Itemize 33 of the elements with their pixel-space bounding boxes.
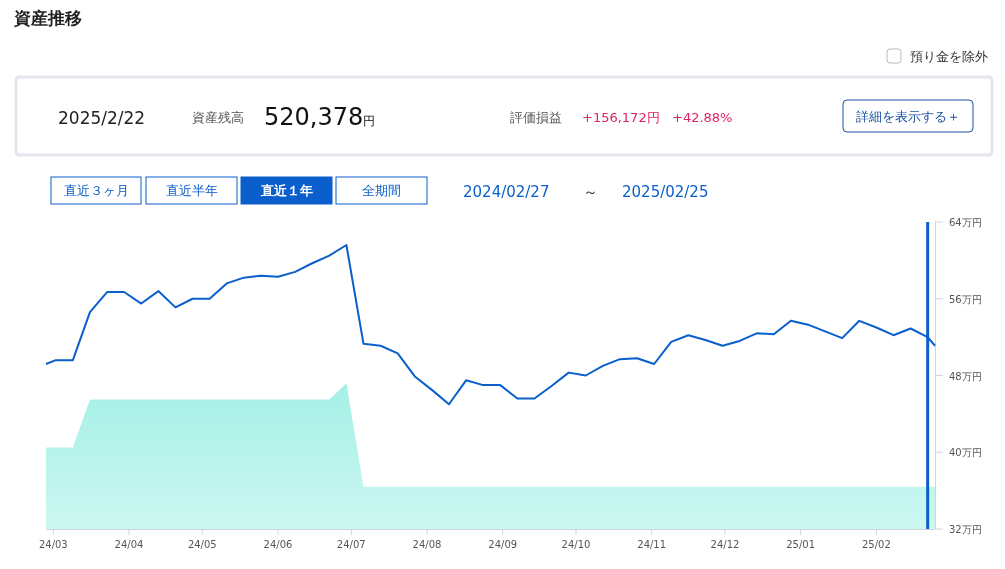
y-tick-label: 32万円 — [949, 524, 982, 535]
text: 2025/02/25 — [622, 183, 709, 201]
text: 直近１年 — [259, 183, 313, 198]
x-tick-label: 24/12 — [710, 539, 740, 550]
x-tick-label: 24/09 — [488, 539, 518, 550]
x-tick-label: 24/07 — [336, 539, 366, 550]
chart-title: 資産推移 — [13, 8, 82, 28]
text: +156,172円 — [582, 110, 660, 125]
x-tick-label: 24/08 — [412, 539, 442, 550]
x-tick-label: 25/01 — [786, 539, 816, 550]
text: 評価損益 — [510, 110, 562, 125]
x-tick-label: 24/11 — [637, 539, 667, 550]
text: 全期間 — [362, 183, 401, 198]
text: 520,378円 — [264, 103, 376, 131]
y-tick-label: 48万円 — [949, 370, 982, 382]
x-tick-label: 24/04 — [114, 539, 144, 550]
text: 資産残高 — [192, 110, 244, 125]
text: 直近半年 — [165, 183, 218, 198]
x-tick-label: 24/10 — [561, 539, 591, 550]
x-tick-label: 24/05 — [187, 539, 217, 550]
text: 直近３ヶ月 — [63, 183, 129, 198]
text: +42.88% — [672, 110, 733, 125]
text: 詳細を表示する＋ — [856, 109, 960, 124]
x-tick-label: 25/02 — [861, 539, 891, 550]
x-tick-label: 24/06 — [263, 539, 293, 550]
y-tick-label: 64万円 — [949, 217, 982, 228]
text: ～ — [582, 183, 598, 201]
y-tick-label: 56万円 — [949, 293, 982, 305]
text: 2024/02/27 — [463, 183, 550, 201]
x-tick-label: 24/03 — [38, 539, 68, 550]
text: 預り金を除外 — [910, 49, 988, 64]
text: 2025/2/22 — [58, 108, 146, 128]
y-tick-label: 40万円 — [949, 447, 982, 459]
